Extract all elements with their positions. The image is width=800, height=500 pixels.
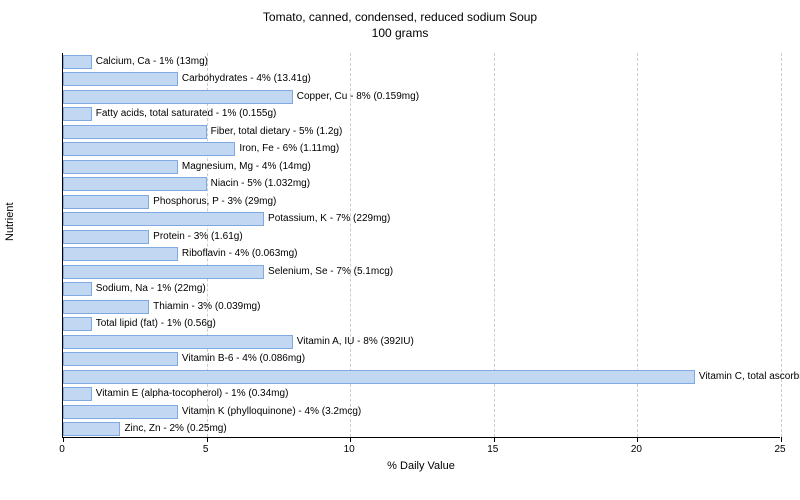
x-tick-mark <box>350 437 351 442</box>
nutrient-bar-label: Copper, Cu - 8% (0.159mg) <box>293 90 419 104</box>
chart-title: Tomato, canned, condensed, reduced sodiu… <box>0 0 800 41</box>
nutrient-bar <box>63 300 149 314</box>
plot-container: Calcium, Ca - 1% (13mg) Carbohydrates - 4… <box>62 53 780 438</box>
y-axis-label: Nutrient <box>4 202 16 241</box>
nutrient-bar-label: Fatty acids, total saturated - 1% (0.155… <box>92 107 277 121</box>
nutrient-bar <box>63 160 178 174</box>
nutrient-bar <box>63 282 92 296</box>
nutrient-bar-label: Zinc, Zn - 2% (0.25mg) <box>120 422 226 436</box>
x-tick-mark <box>781 437 782 442</box>
nutrient-bar-label: Niacin - 5% (1.032mg) <box>207 177 310 191</box>
nutrient-bar <box>63 387 92 401</box>
nutrient-bar-label: Protein - 3% (1.61g) <box>149 230 243 244</box>
nutrient-bar-label: Potassium, K - 7% (229mg) <box>264 212 390 226</box>
nutrient-bar <box>63 195 149 209</box>
nutrient-bar <box>63 317 92 331</box>
nutrient-bar <box>63 352 178 366</box>
title-line2: 100 grams <box>372 26 429 40</box>
nutrient-bar-label: Thiamin - 3% (0.039mg) <box>149 300 260 314</box>
x-tick-label: 15 <box>487 444 498 455</box>
nutrient-bar <box>63 247 178 261</box>
nutrient-bar-label: Vitamin A, IU - 8% (392IU) <box>293 335 414 349</box>
nutrient-bar-label: Carbohydrates - 4% (13.41g) <box>178 72 311 86</box>
nutrient-bar <box>63 55 92 69</box>
nutrient-bar <box>63 422 120 436</box>
nutrient-bar-label: Phosphorus, P - 3% (29mg) <box>149 195 276 209</box>
nutrient-bar <box>63 265 264 279</box>
nutrient-bar-label: Iron, Fe - 6% (1.11mg) <box>235 142 339 156</box>
nutrient-bar <box>63 212 264 226</box>
nutrient-bar-label: Vitamin K (phylloquinone) - 4% (3.2mcg) <box>178 405 361 419</box>
x-tick-mark <box>637 437 638 442</box>
x-tick-label: 10 <box>344 444 355 455</box>
nutrient-bar <box>63 335 293 349</box>
x-tick-label: 20 <box>631 444 642 455</box>
nutrient-bar-label: Total lipid (fat) - 1% (0.56g) <box>92 317 216 331</box>
nutrient-bar-label: Fiber, total dietary - 5% (1.2g) <box>207 125 343 139</box>
nutrient-bar <box>63 125 207 139</box>
x-tick-mark <box>63 437 64 442</box>
nutrient-bar <box>63 90 293 104</box>
plot-area: Calcium, Ca - 1% (13mg) Carbohydrates - 4… <box>62 53 780 438</box>
nutrient-bar-label: Riboflavin - 4% (0.063mg) <box>178 247 298 261</box>
nutrient-bar <box>63 107 92 121</box>
nutrient-bar <box>63 230 149 244</box>
nutrient-bar-label: Calcium, Ca - 1% (13mg) <box>92 55 208 69</box>
nutrient-bar-label: Magnesium, Mg - 4% (14mg) <box>178 160 311 174</box>
x-tick-label: 0 <box>59 444 65 455</box>
nutrient-bar-label: Vitamin C, total ascorbic acid - 22% (12… <box>695 370 800 384</box>
nutrient-bar <box>63 72 178 86</box>
x-tick-mark <box>207 437 208 442</box>
nutrient-bar-label: Selenium, Se - 7% (5.1mcg) <box>264 265 393 279</box>
nutrient-bar-label: Vitamin B-6 - 4% (0.086mg) <box>178 352 305 366</box>
nutrient-bar-label: Sodium, Na - 1% (22mg) <box>92 282 206 296</box>
nutrient-bar-label: Vitamin E (alpha-tocopherol) - 1% (0.34m… <box>92 387 289 401</box>
x-tick-label: 5 <box>203 444 209 455</box>
x-axis-label: % Daily Value <box>387 460 455 472</box>
x-tick-mark <box>494 437 495 442</box>
title-line1: Tomato, canned, condensed, reduced sodiu… <box>263 10 537 24</box>
x-tick-label: 25 <box>774 444 785 455</box>
nutrient-bar <box>63 405 178 419</box>
nutrient-bar <box>63 370 695 384</box>
nutrient-bar <box>63 142 235 156</box>
nutrient-bar <box>63 177 207 191</box>
nutrient-chart: Tomato, canned, condensed, reduced sodiu… <box>0 0 800 500</box>
